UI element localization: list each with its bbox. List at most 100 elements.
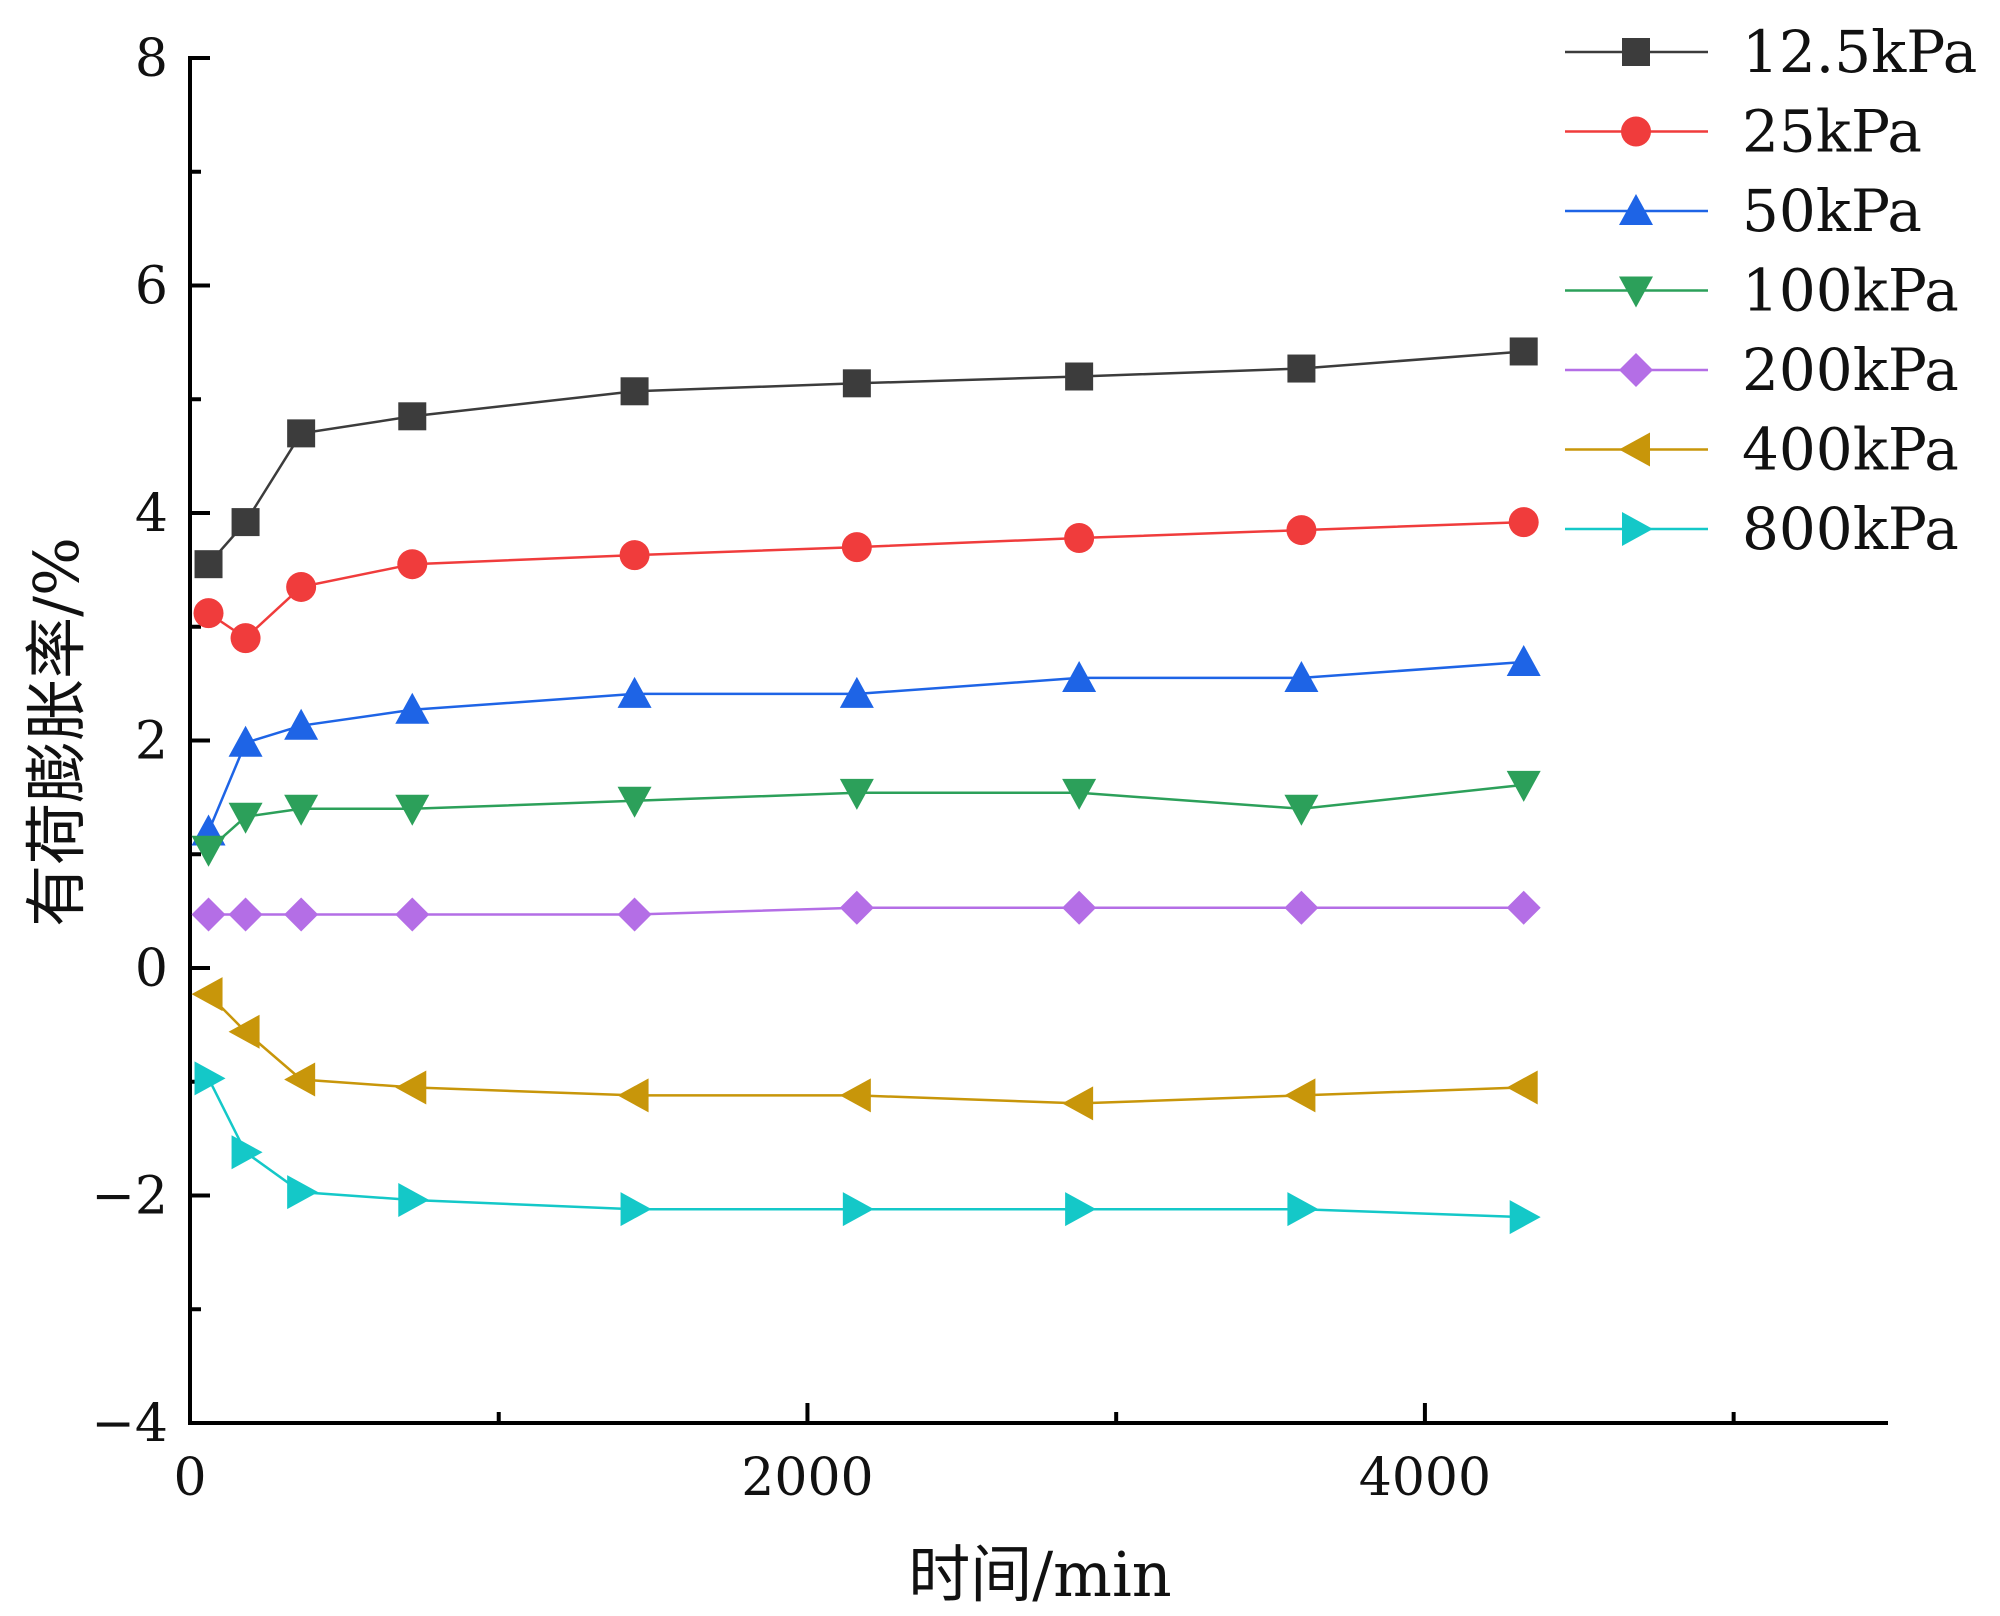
data-point bbox=[193, 598, 224, 629]
data-point bbox=[284, 1062, 316, 1097]
data-point bbox=[397, 549, 428, 580]
legend-item: 50kPa bbox=[1565, 177, 1922, 245]
x-axis-title: 时间/min bbox=[908, 1538, 1171, 1611]
data-point bbox=[1284, 890, 1319, 925]
series-200kPa bbox=[191, 890, 1541, 932]
data-point bbox=[617, 1078, 649, 1113]
data-point bbox=[1062, 890, 1097, 925]
x-tick-label: 2000 bbox=[741, 1448, 873, 1508]
data-point bbox=[842, 1192, 874, 1227]
data-point bbox=[191, 977, 223, 1012]
data-point bbox=[1286, 515, 1317, 546]
data-point bbox=[228, 897, 263, 932]
data-point bbox=[230, 623, 261, 654]
data-point bbox=[617, 897, 652, 932]
data-point bbox=[620, 1192, 652, 1227]
data-point bbox=[1062, 660, 1097, 692]
data-point bbox=[1506, 770, 1541, 802]
data-point bbox=[1064, 523, 1095, 554]
data-point bbox=[1284, 660, 1319, 692]
x-tick-label: 4000 bbox=[1359, 1448, 1491, 1508]
data-point bbox=[1065, 362, 1094, 391]
series-line bbox=[207, 783, 1524, 851]
data-point bbox=[228, 802, 263, 834]
data-point bbox=[191, 897, 226, 932]
x-tick-label: 0 bbox=[173, 1448, 206, 1508]
series-800kPa bbox=[194, 1061, 1541, 1235]
legend-label: 50kPa bbox=[1742, 177, 1922, 245]
data-point bbox=[398, 402, 427, 431]
legend-marker bbox=[1619, 432, 1650, 467]
data-point bbox=[1506, 890, 1541, 925]
legend-item: 12.5kPa bbox=[1565, 18, 1977, 86]
y-tick-label: 8 bbox=[135, 29, 168, 89]
y-tick-label: −2 bbox=[91, 1167, 168, 1227]
y-tick-label: 6 bbox=[135, 257, 168, 317]
data-point bbox=[284, 897, 319, 932]
data-point bbox=[194, 550, 223, 579]
y-tick-label: 0 bbox=[135, 939, 168, 999]
legend-label: 200kPa bbox=[1742, 336, 1959, 404]
data-point bbox=[231, 508, 260, 537]
legend-label: 100kPa bbox=[1742, 257, 1959, 325]
data-point bbox=[617, 786, 652, 818]
legend-label: 25kPa bbox=[1742, 98, 1922, 166]
data-point bbox=[617, 676, 652, 708]
data-point bbox=[1509, 337, 1538, 366]
data-point bbox=[284, 794, 319, 826]
data-point bbox=[395, 692, 430, 724]
legend-marker bbox=[1619, 353, 1653, 387]
data-point bbox=[231, 1135, 263, 1170]
legend-marker bbox=[1621, 116, 1651, 147]
series-400kPa bbox=[191, 977, 1538, 1121]
data-point bbox=[839, 890, 874, 925]
data-point bbox=[191, 835, 226, 867]
series-25kPa bbox=[193, 507, 1539, 654]
data-point bbox=[1062, 1086, 1094, 1121]
data-point bbox=[1287, 1192, 1319, 1227]
data-point bbox=[1284, 794, 1319, 826]
y-tick-label: −4 bbox=[91, 1394, 168, 1454]
series-50kPa bbox=[191, 645, 1541, 846]
data-point bbox=[841, 532, 872, 563]
data-point bbox=[228, 1014, 260, 1049]
legend-marker bbox=[1619, 194, 1653, 225]
series-12.5kPa bbox=[194, 337, 1538, 579]
legend: 12.5kPa 25kPa 50kPa 100kPa 200kPa 400kPa 800kP… bbox=[1565, 18, 1977, 563]
data-point bbox=[395, 794, 430, 826]
legend-label: 12.5kPa bbox=[1742, 18, 1977, 86]
data-point bbox=[1065, 1192, 1097, 1227]
data-point bbox=[839, 778, 874, 810]
legend-marker bbox=[1619, 276, 1653, 308]
data-point bbox=[1506, 1070, 1538, 1105]
plot-area bbox=[191, 337, 1541, 1235]
data-point bbox=[620, 377, 649, 406]
data-point bbox=[287, 419, 316, 448]
data-point bbox=[287, 1175, 319, 1210]
data-point bbox=[842, 369, 871, 398]
data-point bbox=[194, 1061, 226, 1096]
data-point bbox=[1287, 354, 1316, 383]
legend-item: 25kPa bbox=[1565, 98, 1922, 166]
y-tick-label: 4 bbox=[135, 484, 168, 544]
data-point bbox=[839, 676, 874, 708]
legend-item: 800kPa bbox=[1565, 495, 1959, 563]
data-point bbox=[228, 725, 263, 757]
legend-item: 100kPa bbox=[1565, 257, 1959, 325]
axes: −4 −2 0 2 4 6 8 0 2000 4000 bbox=[91, 29, 1888, 1508]
legend-label: 400kPa bbox=[1742, 416, 1959, 484]
data-point bbox=[1284, 1078, 1316, 1113]
legend-item: 200kPa bbox=[1565, 336, 1959, 404]
legend-marker bbox=[1622, 38, 1650, 66]
y-axis-title: 有荷膨胀率/% bbox=[20, 537, 93, 927]
data-point bbox=[839, 1078, 871, 1113]
legend-marker bbox=[1622, 512, 1653, 546]
data-point bbox=[398, 1183, 430, 1218]
legend-item: 400kPa bbox=[1565, 416, 1959, 484]
data-point bbox=[284, 708, 319, 740]
data-point bbox=[619, 540, 650, 571]
y-tick-label: 2 bbox=[135, 712, 168, 772]
data-point bbox=[1062, 778, 1097, 810]
series-100kPa bbox=[191, 770, 1541, 867]
